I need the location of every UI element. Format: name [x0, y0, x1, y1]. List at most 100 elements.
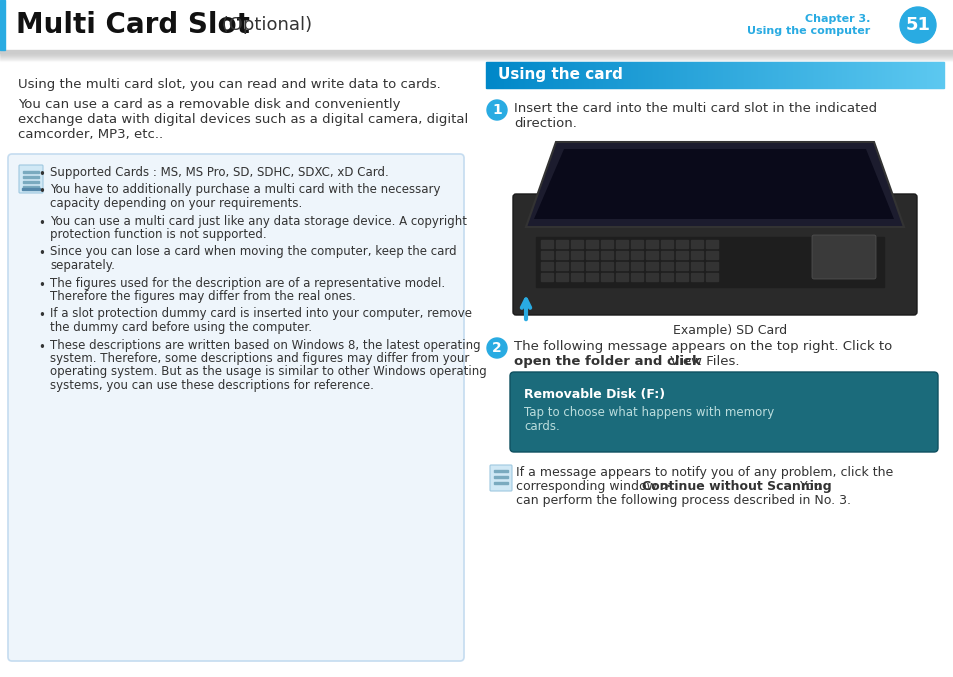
Bar	[566, 62, 567, 88]
Text: Multi Card Slot: Multi Card Slot	[16, 11, 250, 39]
Bar	[892, 62, 893, 88]
Bar	[577, 62, 578, 88]
Bar	[620, 62, 621, 88]
Bar	[919, 62, 920, 88]
Bar	[840, 62, 841, 88]
Bar	[665, 62, 666, 88]
Bar	[758, 62, 759, 88]
Bar	[703, 62, 704, 88]
Bar	[727, 62, 728, 88]
Bar	[806, 62, 807, 88]
Bar	[0, 54, 953, 55]
Bar	[692, 62, 693, 88]
Bar	[784, 62, 785, 88]
Text: camcorder, MP3, etc..: camcorder, MP3, etc..	[18, 128, 163, 141]
Bar	[820, 62, 821, 88]
Bar	[593, 62, 594, 88]
Bar	[0, 60, 953, 61]
FancyBboxPatch shape	[510, 372, 937, 452]
Bar	[504, 62, 505, 88]
Bar	[859, 62, 861, 88]
Bar	[856, 62, 857, 88]
Bar	[900, 62, 901, 88]
Text: The following message appears on the top right. Click to: The following message appears on the top…	[514, 340, 891, 353]
Bar	[606, 62, 607, 88]
Bar	[902, 62, 903, 88]
Bar	[687, 62, 688, 88]
Bar	[707, 62, 708, 88]
Text: •: •	[38, 168, 45, 181]
Bar	[814, 62, 815, 88]
Bar	[645, 62, 646, 88]
Bar	[616, 262, 627, 270]
Bar	[775, 62, 776, 88]
Text: •: •	[38, 217, 45, 230]
Bar	[621, 62, 622, 88]
Bar	[927, 62, 928, 88]
Bar	[641, 62, 642, 88]
Bar	[924, 62, 925, 88]
Bar	[574, 62, 575, 88]
Bar	[630, 251, 642, 259]
Bar	[936, 62, 937, 88]
Bar	[494, 62, 495, 88]
Bar	[897, 62, 898, 88]
Bar	[751, 62, 752, 88]
Bar	[573, 62, 574, 88]
Bar	[535, 62, 536, 88]
Bar	[628, 62, 629, 88]
Bar	[503, 62, 504, 88]
Bar	[587, 62, 588, 88]
Bar	[903, 62, 904, 88]
Bar	[799, 62, 800, 88]
Bar	[617, 62, 618, 88]
Bar	[790, 62, 791, 88]
Bar	[561, 62, 562, 88]
Bar	[684, 62, 685, 88]
Bar	[642, 62, 643, 88]
Bar	[805, 62, 806, 88]
Bar	[893, 62, 894, 88]
Bar	[494, 476, 507, 477]
Bar	[539, 62, 540, 88]
FancyBboxPatch shape	[811, 235, 875, 279]
Bar	[765, 62, 766, 88]
Bar	[666, 62, 667, 88]
Bar	[816, 62, 817, 88]
Text: open the folder and click: open the folder and click	[514, 355, 700, 368]
Text: (Optional): (Optional)	[215, 16, 312, 34]
Bar	[552, 62, 553, 88]
Bar	[854, 62, 855, 88]
Bar	[676, 273, 687, 281]
Bar	[762, 62, 763, 88]
Bar	[933, 62, 934, 88]
Bar	[901, 62, 902, 88]
Bar	[882, 62, 883, 88]
Bar	[809, 62, 810, 88]
Text: operating system. But as the usage is similar to other Windows operating: operating system. But as the usage is si…	[50, 366, 486, 378]
Bar	[556, 240, 567, 248]
Bar	[767, 62, 768, 88]
Bar	[659, 62, 660, 88]
Bar	[556, 62, 557, 88]
Bar	[582, 62, 583, 88]
Text: Continue without Scanning: Continue without Scanning	[641, 480, 831, 493]
Bar	[489, 62, 490, 88]
Bar	[571, 251, 582, 259]
Bar	[698, 62, 699, 88]
Bar	[502, 62, 503, 88]
Bar	[818, 62, 820, 88]
Bar	[858, 62, 859, 88]
Bar	[926, 62, 927, 88]
Bar	[507, 62, 509, 88]
Bar	[915, 62, 916, 88]
Bar	[654, 62, 655, 88]
Bar	[773, 62, 774, 88]
Bar	[896, 62, 897, 88]
Bar	[486, 62, 488, 88]
Bar	[780, 62, 781, 88]
Bar	[795, 62, 796, 88]
Bar	[0, 59, 953, 60]
Bar	[883, 62, 884, 88]
Text: You have to additionally purchase a multi card with the necessary: You have to additionally purchase a mult…	[50, 183, 440, 196]
